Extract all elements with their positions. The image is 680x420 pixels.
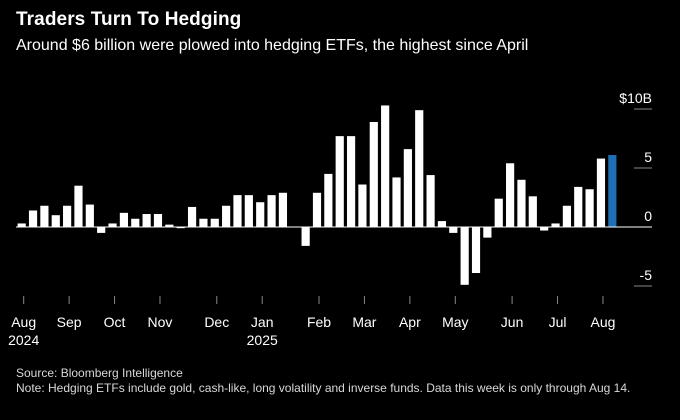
bar — [358, 184, 367, 227]
bar — [449, 227, 458, 233]
bar — [176, 227, 185, 229]
x-tick-label: Apr — [399, 314, 421, 330]
chart-subtitle: Around $6 billion were plowed into hedgi… — [16, 37, 529, 54]
bar — [426, 175, 435, 227]
x-tick-label: Oct — [104, 314, 126, 330]
bar — [540, 227, 549, 231]
bar — [17, 223, 26, 227]
bar — [153, 214, 163, 227]
x-tick-label: Dec — [204, 314, 229, 330]
x-tick-label: Jun — [501, 314, 524, 330]
bar — [222, 205, 231, 227]
y-tick-label: 5 — [644, 149, 652, 165]
x-tick-label: Mar — [352, 314, 376, 330]
x-tick-label: Jul — [549, 314, 567, 330]
bar — [574, 186, 583, 227]
bar — [392, 177, 401, 227]
x-tick-label: May — [442, 314, 468, 330]
x-tick-label: Aug — [591, 314, 616, 330]
bar — [301, 227, 310, 246]
bar-latest-week — [608, 155, 617, 227]
chart-title: Traders Turn To Hedging — [16, 9, 242, 30]
bar — [324, 173, 333, 227]
bar — [596, 158, 606, 227]
bar — [506, 163, 515, 227]
bar — [40, 205, 49, 227]
source-note: Source: Bloomberg Intelligence — [16, 366, 183, 380]
bar — [312, 192, 322, 227]
y-tick-label: $10B — [619, 90, 652, 106]
bar — [256, 202, 265, 227]
bar — [267, 195, 276, 227]
bar — [51, 215, 60, 227]
bar — [471, 227, 481, 274]
y-tick-label: -5 — [640, 267, 653, 283]
bar — [131, 218, 140, 227]
bar — [528, 196, 537, 227]
bar — [63, 205, 72, 227]
bar — [460, 227, 469, 285]
bar — [483, 227, 492, 238]
bar — [187, 206, 197, 227]
x-tick-label: Feb — [307, 314, 331, 330]
bar — [585, 189, 594, 227]
bar — [199, 218, 208, 227]
bar — [551, 223, 560, 227]
y-tick-label: 0 — [644, 208, 652, 224]
bar — [437, 221, 447, 227]
x-tick-label: Aug — [11, 314, 36, 330]
bar — [335, 136, 344, 227]
x-tick-label: Sep — [57, 314, 82, 330]
bar — [278, 192, 288, 227]
bar — [97, 227, 106, 233]
x-year-label: 2024 — [8, 332, 39, 348]
bar — [346, 136, 356, 227]
bar-chart: $10B 5 0 -5 Aug 2024 Sep Oct Nov Dec Jan 2025 Feb Mar… — [8, 90, 653, 348]
bar — [142, 214, 151, 227]
bar — [85, 204, 94, 227]
bar — [28, 210, 38, 227]
bar — [415, 110, 424, 227]
bar — [108, 223, 117, 227]
footnote: Note: Hedging ETFs include gold, cash-li… — [16, 381, 631, 395]
x-year-label: 2025 — [247, 332, 278, 348]
x-tick-label: Nov — [148, 314, 173, 330]
bar — [369, 121, 378, 227]
bar — [403, 149, 412, 227]
bar — [233, 195, 242, 227]
bar — [562, 205, 571, 227]
bar — [210, 218, 219, 227]
bar — [244, 195, 253, 227]
x-tick-label: Jan — [251, 314, 274, 330]
bar — [494, 198, 503, 227]
bar — [517, 179, 526, 227]
bar — [381, 105, 390, 227]
bar — [74, 185, 83, 227]
bar — [165, 224, 174, 227]
bar — [119, 212, 128, 227]
